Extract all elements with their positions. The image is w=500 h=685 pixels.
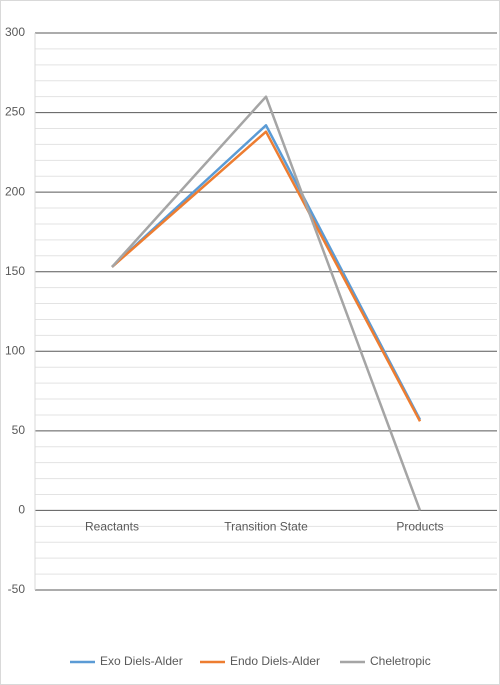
legend-label: Cheletropic [370, 654, 431, 668]
x-tick-label: Transition State [224, 520, 308, 534]
series-line [111, 95, 422, 511]
legend-label: Exo Diels-Alder [100, 654, 183, 668]
y-tick-label: -50 [8, 582, 26, 596]
series-line [111, 130, 422, 422]
x-tick-label: Reactants [85, 520, 139, 534]
x-tick-label: Products [396, 520, 443, 534]
y-tick-label: 300 [5, 25, 25, 39]
y-tick-label: 200 [5, 184, 25, 198]
y-tick-label: 150 [5, 264, 25, 278]
y-tick-label: 50 [12, 423, 26, 437]
series-line [111, 124, 422, 421]
y-tick-label: 100 [5, 343, 25, 357]
y-tick-label: 250 [5, 105, 25, 119]
legend-label: Endo Diels-Alder [230, 654, 320, 668]
y-tick-label: 0 [18, 503, 25, 517]
